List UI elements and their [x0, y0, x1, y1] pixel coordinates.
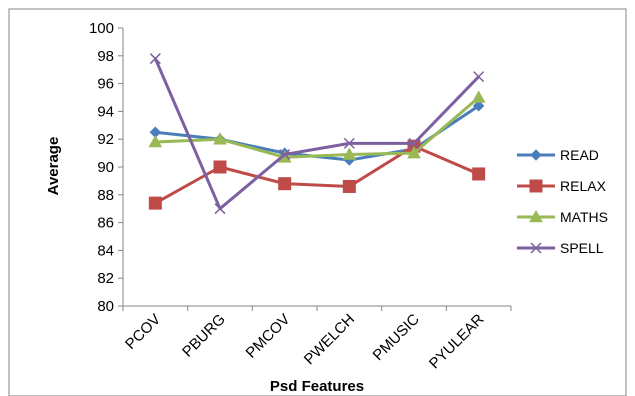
y-tick-label: 96: [97, 76, 114, 93]
marker-relax-pmcov: [278, 177, 292, 191]
marker-legend-maths: [529, 209, 543, 223]
marker-stroke: [279, 148, 291, 161]
marker-stroke: [408, 137, 420, 149]
marker-stroke: [343, 137, 355, 149]
marker-maths-pburg: [213, 132, 227, 145]
marker-relax-pburg: [213, 160, 227, 174]
legend: READ RELAX MATHS SPELL: [517, 147, 608, 256]
marker-spell-pburg: [214, 203, 226, 215]
legend-label: SPELL: [560, 240, 604, 256]
marker-relax-pwelch: [342, 179, 356, 193]
y-tick-label: 90: [97, 159, 114, 176]
marker-maths-pmusic: [407, 146, 421, 159]
marker-spell-pyulear: [473, 71, 485, 83]
marker-stroke: [473, 71, 485, 83]
marker-legend-read: [530, 149, 542, 161]
marker-stroke: [530, 242, 542, 254]
chart-border: [8, 8, 627, 396]
marker-relax-pcov: [148, 196, 162, 210]
x-axis-title: Psd Features: [270, 378, 364, 395]
y-tick-label: 84: [97, 242, 114, 259]
y-tick-label: 86: [97, 215, 114, 232]
marker-relax-pyulear: [472, 167, 486, 181]
marker-read-pyulear: [472, 100, 485, 112]
series-line-relax: [154, 144, 480, 205]
series-line-maths: [155, 96, 480, 159]
y-tick-label: 82: [97, 270, 114, 287]
marker-maths-pcov: [148, 134, 163, 148]
marker-spell-pmusic: [408, 137, 420, 149]
marker-legend-relax: [529, 179, 543, 193]
y-tick-label: 92: [97, 131, 114, 148]
series-line-spell: [153, 57, 480, 211]
series-layer: [148, 53, 486, 215]
marker-stroke: [214, 203, 226, 215]
legend-item-relax: RELAX: [517, 178, 607, 194]
y-tick-label: 100: [89, 20, 114, 37]
y-tick-label: 80: [97, 298, 114, 315]
marker-legend-spell: [530, 242, 542, 254]
y-axis-title: Average: [45, 137, 62, 196]
legend-item-spell: SPELL: [517, 240, 604, 256]
marker-spell-pcov: [149, 53, 161, 65]
marker-maths-pwelch: [342, 147, 357, 160]
legend-item-read: READ: [517, 147, 599, 163]
y-tick-label: 98: [97, 48, 114, 65]
marker-spell-pwelch: [343, 137, 355, 149]
legend-label: READ: [560, 147, 599, 163]
legend-item-maths: MATHS: [517, 209, 608, 225]
marker-stroke: [149, 53, 161, 65]
marker-maths-pyulear: [471, 90, 486, 103]
series-spell: [149, 53, 485, 215]
y-tick-label: 88: [97, 187, 114, 204]
legend-label: RELAX: [560, 178, 607, 194]
y-tick-label: 94: [97, 103, 114, 120]
legend-label: MATHS: [560, 209, 608, 225]
marker-spell-pmcov: [279, 148, 291, 161]
